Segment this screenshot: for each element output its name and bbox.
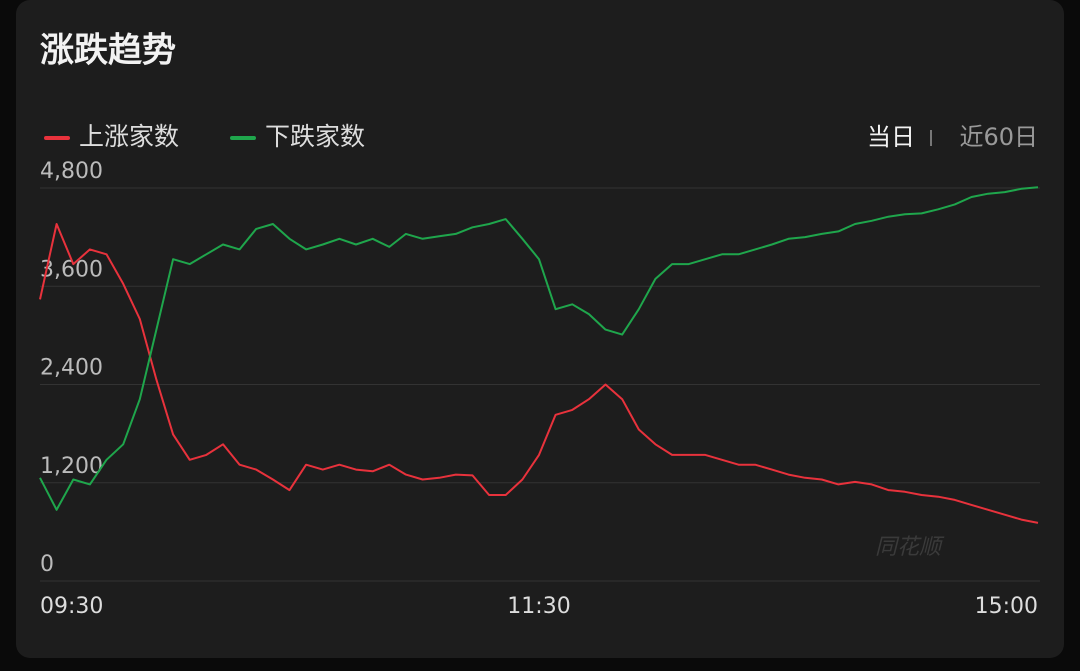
legend-label: 上涨家数 <box>79 122 179 151</box>
y-tick-label: 2,400 <box>40 356 103 381</box>
card <box>16 0 1064 658</box>
watermark: 同花顺 <box>875 535 945 560</box>
y-tick-label: 0 <box>40 552 54 577</box>
x-tick-label: 15:00 <box>975 594 1038 619</box>
series-line <box>39 223 1039 524</box>
range-option[interactable]: 当日 <box>867 123 915 151</box>
x-tick-label: 09:30 <box>40 594 103 619</box>
chart-title: 涨跌趋势 <box>40 31 176 71</box>
y-tick-label: 4,800 <box>40 159 103 184</box>
series-line <box>39 186 1039 511</box>
x-tick-label: 11:30 <box>507 594 570 619</box>
y-tick-label: 1,200 <box>40 454 103 479</box>
legend-label: 下跌家数 <box>265 122 365 151</box>
range-option[interactable]: 近60日 <box>959 123 1038 151</box>
